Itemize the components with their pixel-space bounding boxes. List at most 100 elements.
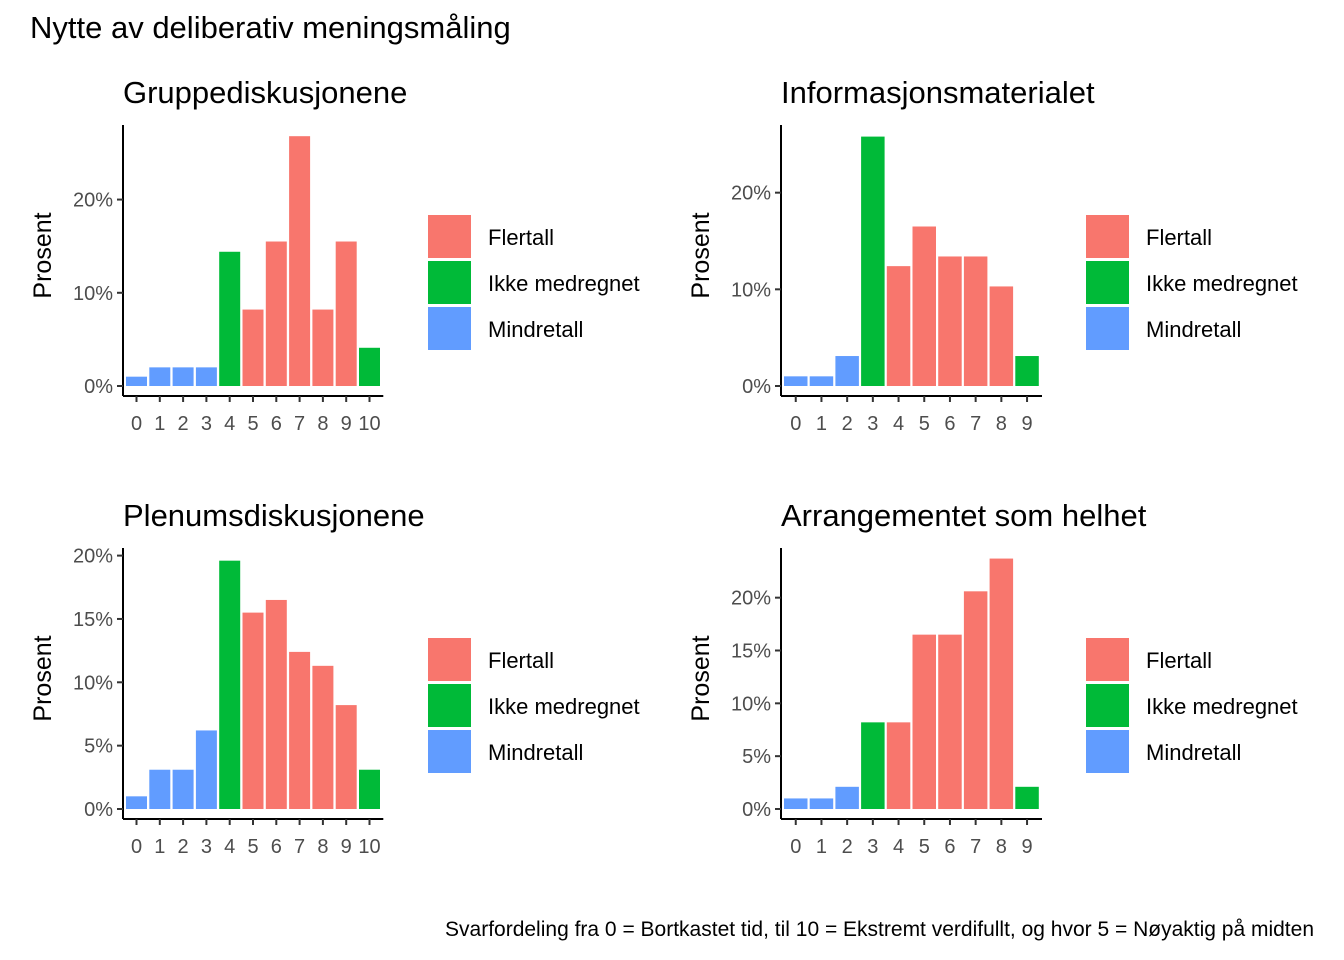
x-tick-label: 8 xyxy=(996,836,1007,858)
bar xyxy=(335,241,357,386)
x-tick-label: 9 xyxy=(341,836,352,858)
panel-title: Arrangementet som helhet xyxy=(781,498,1147,533)
legend-label: Mindretall xyxy=(1146,317,1241,342)
bar xyxy=(312,309,334,386)
x-tick-label: 3 xyxy=(201,836,212,858)
y-axis-label: Prosent xyxy=(687,212,715,298)
bar xyxy=(312,665,334,809)
y-tick-label: 15% xyxy=(731,640,771,662)
panel-title: Gruppediskusjonene xyxy=(123,75,407,110)
bar xyxy=(172,769,194,809)
chart-panel-0: Gruppediskusjonene Prosent 0% 10% 20% 0 1 2 3 4 5 6… xyxy=(29,75,640,435)
legend-swatch xyxy=(428,261,471,304)
x-tick-label: 2 xyxy=(842,836,853,858)
bar xyxy=(126,376,147,386)
x-tick-label: 5 xyxy=(247,413,258,435)
bar xyxy=(938,256,962,386)
bar xyxy=(963,591,988,809)
legend-swatch xyxy=(428,730,471,773)
bar xyxy=(989,558,1014,809)
bar xyxy=(963,256,988,386)
legend-label: Flertall xyxy=(488,648,554,673)
bar xyxy=(912,634,936,809)
x-tick-label: 10 xyxy=(358,413,380,435)
x-tick-label: 7 xyxy=(294,836,305,858)
x-tick-label: 6 xyxy=(271,413,282,435)
bar xyxy=(219,251,241,386)
bar xyxy=(149,367,171,386)
bar xyxy=(886,722,911,809)
legend-label: Mindretall xyxy=(1146,740,1241,765)
x-tick-label: 6 xyxy=(271,836,282,858)
y-tick-label: 10% xyxy=(73,283,113,305)
x-tick-label: 8 xyxy=(996,413,1007,435)
y-axis-label: Prosent xyxy=(29,212,57,298)
bar xyxy=(265,241,287,386)
y-tick-label: 10% xyxy=(731,279,771,301)
bar xyxy=(784,376,808,386)
y-tick-label: 5% xyxy=(742,746,771,768)
x-tick-label: 9 xyxy=(341,413,352,435)
x-tick-label: 4 xyxy=(893,836,904,858)
x-tick-label: 3 xyxy=(201,413,212,435)
x-tick-label: 2 xyxy=(178,413,189,435)
bar xyxy=(784,798,808,809)
x-tick-label: 0 xyxy=(131,413,142,435)
y-tick-label: 15% xyxy=(73,609,113,631)
legend-swatch xyxy=(1086,307,1129,350)
y-tick-label: 10% xyxy=(73,672,113,694)
bar xyxy=(242,309,264,386)
legend-label: Ikke medregnet xyxy=(1146,271,1298,296)
y-axis-label: Prosent xyxy=(29,635,57,721)
x-tick-label: 0 xyxy=(131,836,142,858)
bar xyxy=(335,705,357,809)
bar xyxy=(195,367,217,386)
bar xyxy=(359,769,380,809)
x-tick-label: 2 xyxy=(178,836,189,858)
x-tick-label: 10 xyxy=(358,836,380,858)
legend-swatch xyxy=(1086,261,1129,304)
bar xyxy=(809,376,834,386)
x-tick-label: 1 xyxy=(816,836,827,858)
y-tick-label: 20% xyxy=(73,546,113,568)
y-tick-label: 0% xyxy=(742,799,771,821)
legend-swatch xyxy=(428,307,471,350)
panel-title: Plenumsdiskusjonene xyxy=(123,498,425,533)
bar xyxy=(912,226,936,386)
legend-label: Flertall xyxy=(1146,648,1212,673)
x-tick-label: 7 xyxy=(970,413,981,435)
bar xyxy=(242,612,264,809)
bar xyxy=(195,730,217,809)
x-tick-label: 4 xyxy=(224,836,235,858)
x-tick-label: 8 xyxy=(317,413,328,435)
bar xyxy=(1015,786,1039,809)
legend-label: Ikke medregnet xyxy=(488,271,640,296)
bar xyxy=(149,769,171,809)
x-tick-label: 2 xyxy=(842,413,853,435)
legend-swatch xyxy=(428,638,471,681)
legend-swatch xyxy=(1086,215,1129,258)
x-tick-label: 1 xyxy=(816,413,827,435)
chart-panel-1: Informasjonsmaterialet Prosent 0% 10% 20% 0 1 2… xyxy=(687,75,1298,435)
y-tick-label: 0% xyxy=(84,799,113,821)
bar xyxy=(938,634,962,809)
x-tick-label: 5 xyxy=(919,413,930,435)
legend-swatch xyxy=(428,215,471,258)
y-tick-label: 20% xyxy=(731,183,771,205)
legend-label: Mindretall xyxy=(488,740,583,765)
bar xyxy=(359,347,380,386)
x-tick-label: 7 xyxy=(970,836,981,858)
bar xyxy=(886,266,911,386)
panel-title: Informasjonsmaterialet xyxy=(781,75,1095,110)
chart-caption: Svarfordeling fra 0 = Bortkastet tid, ti… xyxy=(445,918,1314,941)
y-tick-label: 20% xyxy=(73,190,113,212)
x-tick-label: 6 xyxy=(944,413,955,435)
x-tick-label: 8 xyxy=(317,836,328,858)
y-tick-label: 20% xyxy=(731,588,771,610)
legend-swatch xyxy=(428,684,471,727)
y-tick-label: 0% xyxy=(84,376,113,398)
x-tick-label: 3 xyxy=(867,836,878,858)
legend-swatch xyxy=(1086,730,1129,773)
x-tick-label: 9 xyxy=(1021,413,1032,435)
